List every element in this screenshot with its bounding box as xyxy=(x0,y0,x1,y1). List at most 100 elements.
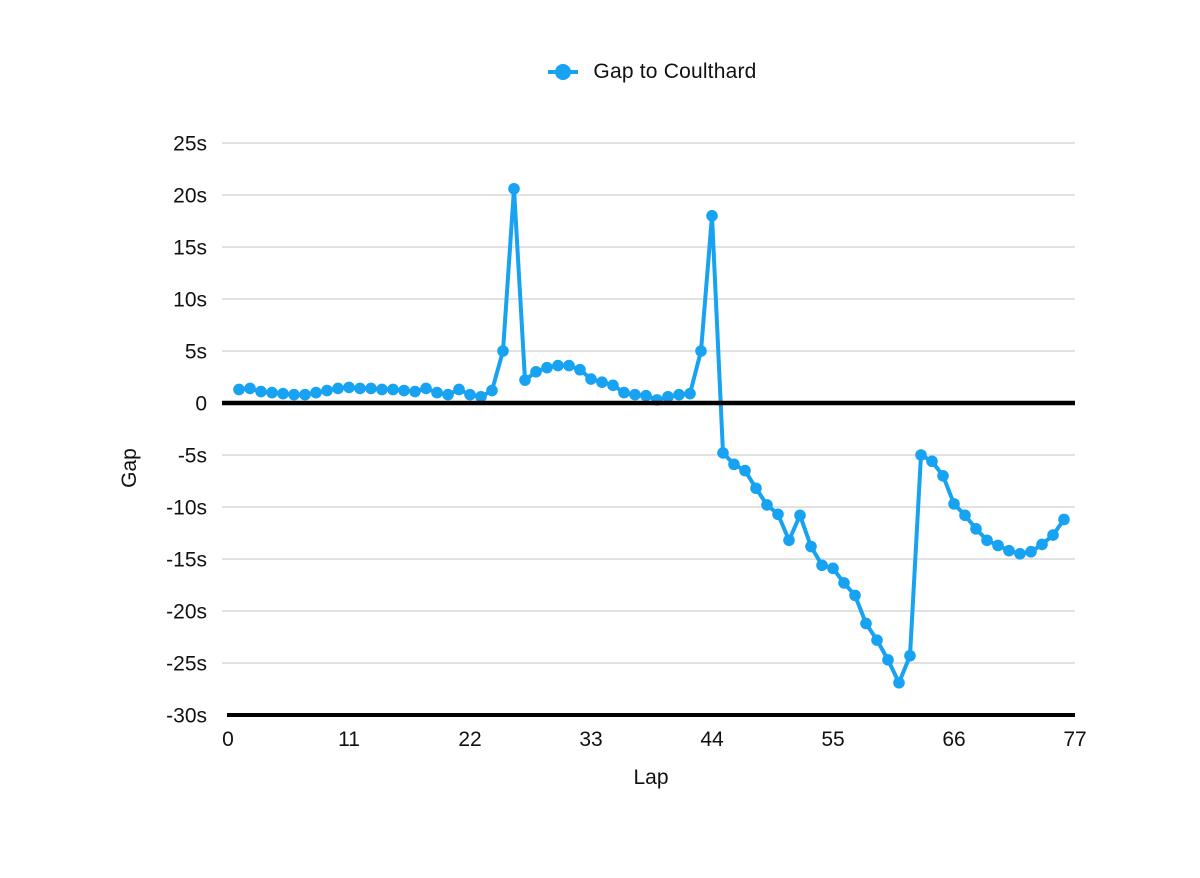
x-tick-label: 77 xyxy=(1063,728,1086,751)
data-point xyxy=(497,345,509,357)
data-point xyxy=(1036,538,1048,551)
data-point xyxy=(420,382,432,395)
data-point xyxy=(816,559,828,572)
data-point xyxy=(717,447,729,459)
y-tick-label: 10s xyxy=(173,289,207,312)
x-tick-label: 33 xyxy=(579,728,602,751)
data-point xyxy=(992,539,1004,552)
y-tick-label: -15s xyxy=(166,549,207,572)
x-tick-label: 66 xyxy=(942,728,965,751)
data-point xyxy=(629,388,641,401)
data-point xyxy=(1058,513,1070,526)
data-point xyxy=(662,390,674,403)
data-point xyxy=(882,654,894,666)
data-point xyxy=(596,376,608,389)
data-point xyxy=(398,384,410,397)
data-point xyxy=(838,577,850,589)
data-point xyxy=(1047,529,1059,541)
data-point xyxy=(486,384,498,397)
data-point xyxy=(387,383,399,396)
data-point xyxy=(541,361,553,374)
data-point xyxy=(695,345,707,357)
data-point xyxy=(343,381,355,394)
x-tick-label: 11 xyxy=(338,728,360,751)
y-tick-label: 5s xyxy=(185,341,207,364)
data-point xyxy=(904,649,916,662)
legend-marker-icon xyxy=(548,64,579,80)
data-point xyxy=(761,499,773,511)
data-point xyxy=(431,386,443,399)
data-point xyxy=(299,388,311,401)
data-point xyxy=(585,373,597,385)
data-point xyxy=(508,182,520,195)
y-tick-label: -25s xyxy=(166,653,207,676)
data-point xyxy=(255,385,267,398)
data-point xyxy=(464,388,476,401)
data-point xyxy=(937,470,949,482)
y-tick-label: -20s xyxy=(166,601,207,624)
y-axis-title: Gap xyxy=(118,448,141,488)
data-point xyxy=(673,388,685,401)
data-point xyxy=(530,366,542,378)
data-point xyxy=(805,540,817,553)
y-tick-label: 20s xyxy=(173,185,207,208)
data-point xyxy=(959,509,971,522)
data-point xyxy=(354,382,366,395)
data-point xyxy=(706,210,718,222)
x-tick-label: 22 xyxy=(458,728,481,751)
x-tick-label: 55 xyxy=(821,728,844,751)
data-point xyxy=(750,482,762,495)
data-point xyxy=(640,389,652,402)
data-point xyxy=(277,387,289,400)
data-point xyxy=(739,464,751,477)
data-point xyxy=(475,390,487,403)
data-point xyxy=(310,386,322,399)
data-point xyxy=(871,634,883,646)
data-point xyxy=(860,617,872,630)
data-point xyxy=(376,383,388,396)
data-point xyxy=(288,388,300,401)
data-point xyxy=(409,385,421,398)
data-point xyxy=(618,386,630,399)
data-point xyxy=(574,363,586,376)
y-tick-label: -30s xyxy=(166,705,207,728)
data-point xyxy=(728,458,740,471)
data-point xyxy=(794,509,806,522)
data-point xyxy=(233,383,245,396)
data-point xyxy=(332,382,344,395)
x-axis-title: Lap xyxy=(633,766,669,789)
data-point xyxy=(1014,548,1026,560)
data-point xyxy=(684,387,696,400)
data-point xyxy=(970,523,982,535)
data-point xyxy=(607,379,619,392)
data-point xyxy=(552,359,564,372)
data-point xyxy=(772,508,784,521)
data-point xyxy=(442,388,454,401)
x-tick-label: 44 xyxy=(700,728,724,751)
data-point xyxy=(563,359,575,372)
legend: Gap to Coulthard xyxy=(228,56,1075,88)
data-point xyxy=(783,534,795,547)
data-point xyxy=(827,562,839,575)
data-point xyxy=(266,386,278,399)
y-tick-label: 0 xyxy=(195,393,207,416)
data-point xyxy=(981,534,993,547)
legend-label: Gap to Coulthard xyxy=(593,60,757,83)
y-tick-label: 15s xyxy=(173,237,207,260)
series-line xyxy=(237,186,1066,685)
data-point xyxy=(926,455,938,468)
data-point xyxy=(519,374,531,386)
data-point xyxy=(453,383,465,396)
data-point xyxy=(849,589,861,602)
data-point xyxy=(1003,544,1015,557)
data-point xyxy=(948,498,960,510)
data-point xyxy=(244,382,256,395)
data-point xyxy=(893,676,905,689)
data-point xyxy=(1025,545,1037,558)
y-tick-label: -10s xyxy=(166,497,207,520)
y-tick-label: -5s xyxy=(178,445,207,468)
x-tick-label: 0 xyxy=(222,728,234,751)
data-point xyxy=(321,384,333,397)
